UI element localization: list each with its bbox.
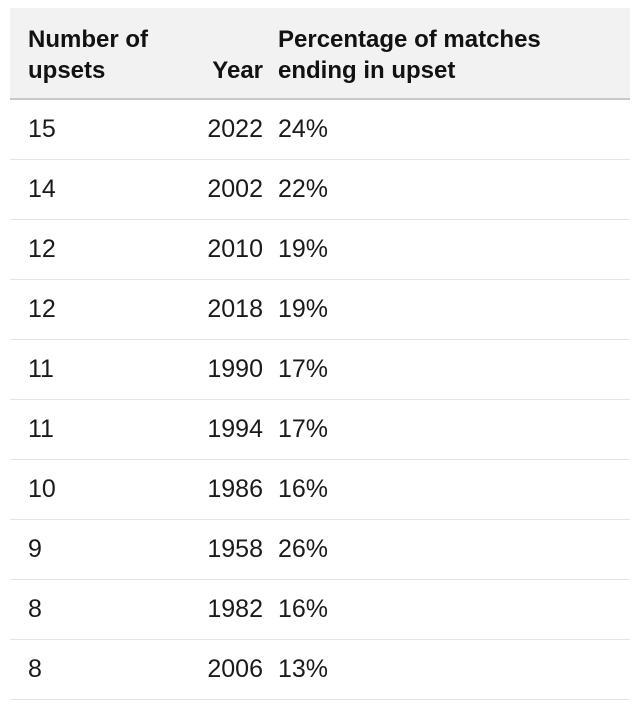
upsets-cell: 12 xyxy=(10,279,203,340)
percentage-cell: 22% xyxy=(263,159,630,220)
upsets-cell: 12 xyxy=(10,219,203,280)
table-row: 15 2022 24% xyxy=(10,99,630,160)
percentage-cell: 26% xyxy=(263,519,630,580)
year-cell: 1986 xyxy=(203,459,263,520)
upsets-cell: 8 xyxy=(10,579,203,640)
year-cell: 2018 xyxy=(203,279,263,340)
percentage-cell: 17% xyxy=(263,399,630,460)
percentage-cell: 19% xyxy=(263,279,630,340)
upsets-cell: 11 xyxy=(10,339,203,400)
year-cell: 1982 xyxy=(203,579,263,640)
header-year: Year xyxy=(203,8,263,100)
table-row: 10 1986 16% xyxy=(10,459,630,520)
upsets-cell: 15 xyxy=(10,99,203,160)
table-header: Number of upsets Year Percentage of matc… xyxy=(10,8,630,100)
upsets-cell: 14 xyxy=(10,159,203,220)
year-cell: 1990 xyxy=(203,339,263,400)
table-row: 14 2002 22% xyxy=(10,159,630,220)
header-number-of-upsets-label: Number of upsets xyxy=(28,26,148,84)
header-row: Number of upsets Year Percentage of matc… xyxy=(10,8,630,100)
upsets-cell: 11 xyxy=(10,399,203,460)
header-number-of-upsets: Number of upsets xyxy=(10,8,203,100)
year-cell: 2022 xyxy=(203,99,263,160)
year-cell: 1994 xyxy=(203,399,263,460)
header-percentage-label: Percentage of matches ending in upset xyxy=(278,26,541,84)
percentage-cell: 16% xyxy=(263,579,630,640)
table-body: 15 2022 24% 14 2002 22% 12 2010 19% 12 2… xyxy=(10,99,630,700)
header-year-label: Year xyxy=(212,57,263,84)
year-cell: 2010 xyxy=(203,219,263,280)
table-row: 11 1990 17% xyxy=(10,339,630,400)
percentage-cell: 24% xyxy=(263,99,630,160)
percentage-cell: 19% xyxy=(263,219,630,280)
upsets-cell: 10 xyxy=(10,459,203,520)
upsets-cell: 8 xyxy=(10,639,203,700)
table-row: 12 2018 19% xyxy=(10,279,630,340)
year-cell: 2006 xyxy=(203,639,263,700)
upsets-table: Number of upsets Year Percentage of matc… xyxy=(10,8,630,700)
table-row: 12 2010 19% xyxy=(10,219,630,280)
table-row: 11 1994 17% xyxy=(10,399,630,460)
header-percentage: Percentage of matches ending in upset xyxy=(263,8,630,100)
percentage-cell: 13% xyxy=(263,639,630,700)
table-row: 8 1982 16% xyxy=(10,579,630,640)
percentage-cell: 17% xyxy=(263,339,630,400)
table-row: 8 2006 13% xyxy=(10,639,630,700)
upsets-cell: 9 xyxy=(10,519,203,580)
year-cell: 1958 xyxy=(203,519,263,580)
table-row: 9 1958 26% xyxy=(10,519,630,580)
percentage-cell: 16% xyxy=(263,459,630,520)
year-cell: 2002 xyxy=(203,159,263,220)
